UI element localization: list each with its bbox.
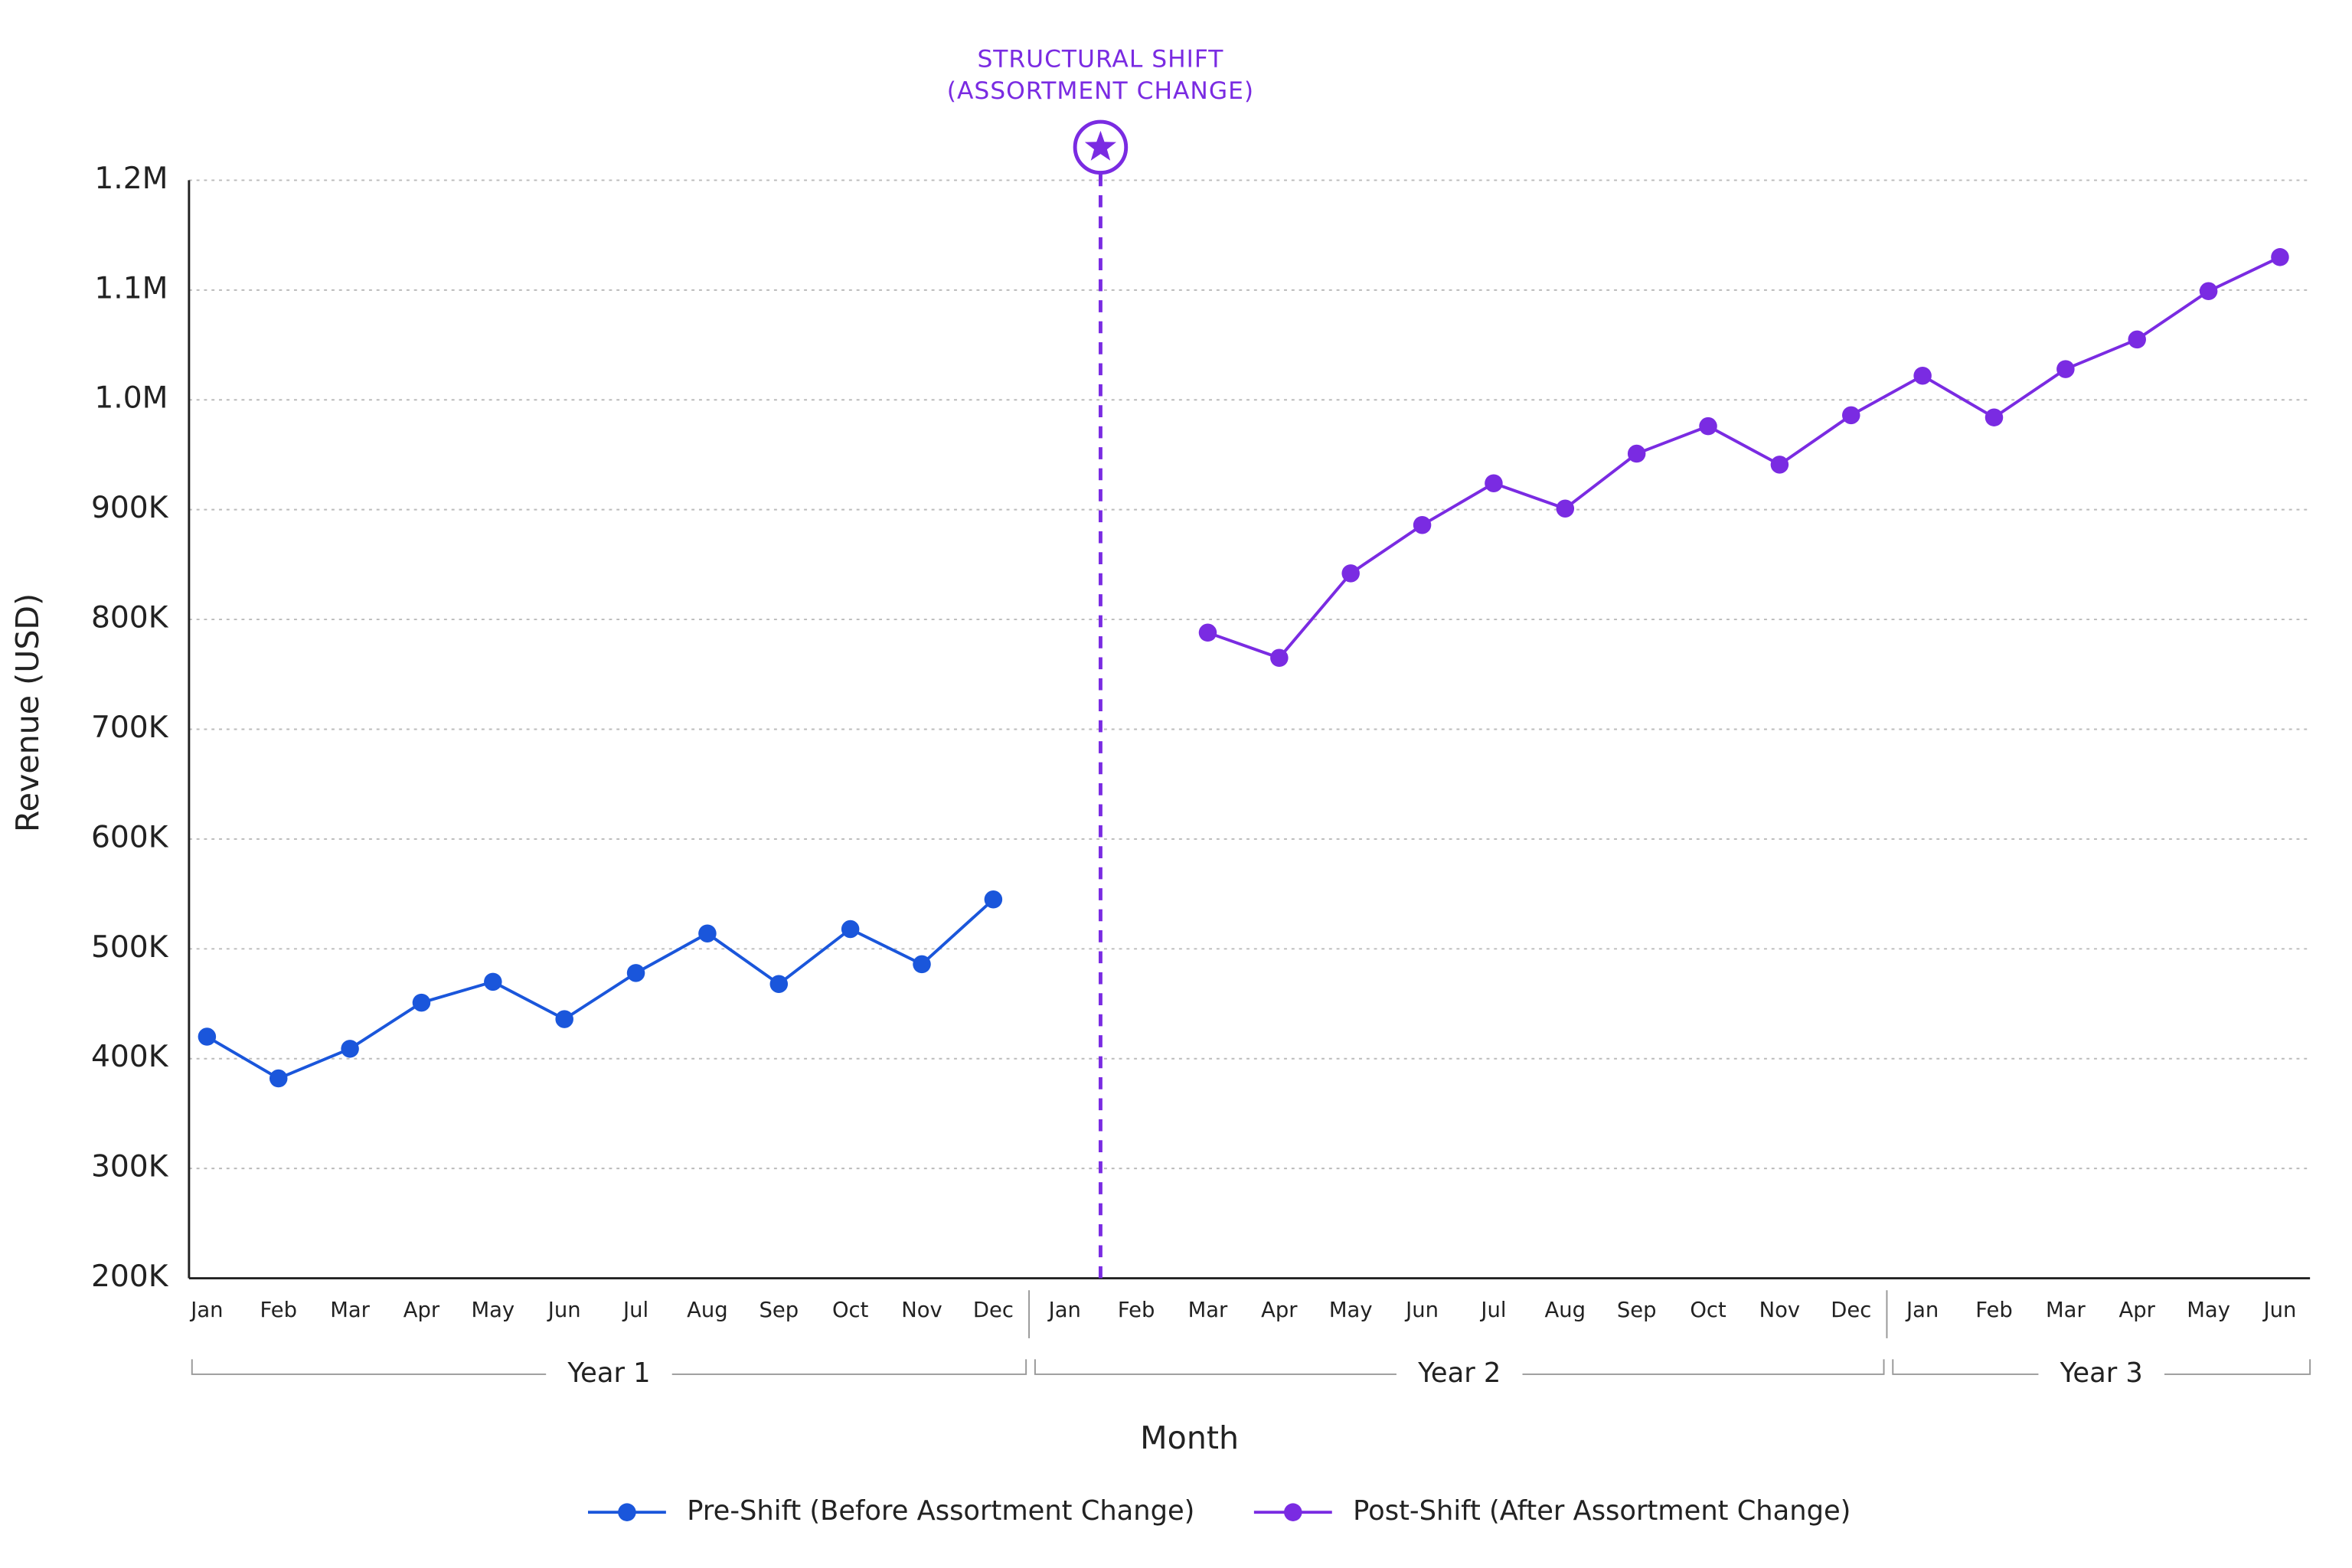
x-tick-label: Feb <box>1975 1298 2013 1322</box>
x-tick-label: Feb <box>1118 1298 1155 1322</box>
data-point <box>2199 282 2218 301</box>
x-tick-label: Jul <box>1479 1298 1506 1322</box>
x-tick-label: Sep <box>759 1298 799 1322</box>
y-tick-label: 800K <box>91 601 169 635</box>
data-point <box>484 972 502 991</box>
x-tick-label: Jan <box>189 1298 223 1322</box>
y-tick-label: 900K <box>91 491 169 525</box>
x-tick-label: Dec <box>973 1298 1014 1322</box>
x-tick-label: May <box>471 1298 514 1322</box>
legend-dot <box>618 1503 636 1521</box>
data-point <box>1341 564 1360 583</box>
x-tick-label: Feb <box>260 1298 297 1322</box>
x-axis-label: Month <box>1140 1419 1239 1456</box>
data-point <box>555 1010 573 1028</box>
x-tick-label: Mar <box>2046 1298 2086 1322</box>
x-tick-label: Mar <box>1188 1298 1228 1322</box>
data-point <box>698 924 717 942</box>
x-tick-label: Jul <box>622 1298 648 1322</box>
group-bracket <box>191 1359 1027 1375</box>
x-tick-label: Jun <box>1404 1298 1439 1322</box>
y-tick-label: 400K <box>91 1040 169 1074</box>
x-tick-label: Jun <box>547 1298 581 1322</box>
data-point <box>341 1040 359 1058</box>
x-tick-label: Apr <box>2119 1298 2156 1322</box>
x-tick-label: Jan <box>1905 1298 1939 1322</box>
group-label: Year 3 <box>2060 1357 2143 1389</box>
y-tick-label: 600K <box>91 820 169 854</box>
x-tick-label: May <box>2187 1298 2230 1322</box>
data-point <box>626 964 645 982</box>
data-point <box>2056 360 2075 378</box>
y-axis-label: Revenue (USD) <box>9 593 46 832</box>
x-tick-label: Nov <box>901 1298 942 1322</box>
x-tick-label: Apr <box>1261 1298 1298 1322</box>
data-point <box>1842 406 1860 425</box>
x-tick-label: Oct <box>1690 1298 1726 1322</box>
group-bracket <box>1034 1359 1885 1375</box>
x-tick-label: Apr <box>403 1298 440 1322</box>
data-point <box>1485 474 1503 493</box>
x-tick-label: May <box>1329 1298 1373 1322</box>
data-point <box>412 993 431 1012</box>
series-line <box>1207 256 2281 660</box>
group-label: Year 1 <box>567 1357 650 1389</box>
shift-star <box>1084 130 1117 161</box>
x-tick-label: Aug <box>687 1298 728 1322</box>
data-point <box>1627 444 1646 463</box>
x-tick-label: Mar <box>330 1298 370 1322</box>
x-tick-label: Aug <box>1545 1298 1586 1322</box>
data-point <box>2128 330 2146 349</box>
y-tick-label: 1.2M <box>94 162 168 196</box>
group-bracket <box>1892 1359 2311 1375</box>
legend-label: Pre-Shift (Before Assortment Change) <box>687 1495 1194 1527</box>
data-point <box>1699 416 1717 436</box>
x-tick-label: Nov <box>1759 1298 1800 1322</box>
x-tick-label: Sep <box>1617 1298 1657 1322</box>
x-tick-label: Jun <box>2262 1298 2297 1322</box>
data-point <box>913 955 931 974</box>
data-point <box>269 1069 288 1088</box>
x-tick-label: Dec <box>1831 1298 1871 1322</box>
data-point <box>1770 456 1789 474</box>
y-tick-label: 1.0M <box>94 381 168 416</box>
data-point <box>1556 499 1575 518</box>
y-tick-label: 700K <box>91 710 169 745</box>
y-tick-label: 500K <box>91 930 169 965</box>
annotation-text: STRUCTURAL SHIFT <box>977 46 1223 74</box>
data-point <box>1984 408 2004 426</box>
data-point <box>198 1027 217 1046</box>
annotation-text: (ASSORTMENT CHANGE) <box>947 77 1254 105</box>
y-tick-label: 200K <box>91 1259 169 1294</box>
data-point <box>769 975 789 993</box>
data-point <box>984 890 1003 909</box>
group-label: Year 2 <box>1417 1357 1501 1389</box>
y-tick-label: 1.1M <box>94 271 168 305</box>
x-tick-label: Oct <box>832 1298 869 1322</box>
series-line <box>206 898 995 1080</box>
legend-dot <box>1284 1503 1302 1521</box>
y-tick-label: 300K <box>91 1150 169 1184</box>
data-point <box>2271 248 2289 266</box>
data-point <box>1413 515 1432 534</box>
data-point <box>1198 623 1217 642</box>
data-point <box>841 920 860 939</box>
x-tick-label: Jan <box>1047 1298 1081 1322</box>
data-point <box>1270 648 1289 668</box>
legend-label: Post-Shift (After Assortment Change) <box>1353 1495 1851 1527</box>
data-point <box>1913 366 1932 385</box>
